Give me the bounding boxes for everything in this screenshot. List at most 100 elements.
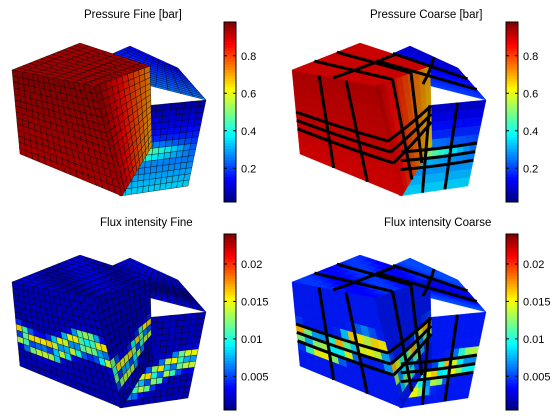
right-front-face-cell [169,320,178,328]
colorbar-swatch [506,291,518,295]
colorbar-swatch [224,196,236,200]
colorbar-swatch [506,154,518,158]
colorbar-swatch [506,86,518,90]
colorbar-swatch [506,253,518,257]
colorbar-swatch [224,267,236,271]
colorbar-swatch [224,322,236,326]
colorbar-swatch [224,86,236,90]
colorbar-tick-label: 0.015 [523,296,551,308]
colorbar-swatch [506,305,518,309]
right-front-face-cell [156,371,164,379]
colorbar-swatch [224,185,236,189]
right-front-face-cell [153,183,161,192]
right-front-face-cell [435,315,445,326]
colorbar-swatch [224,123,236,127]
colorbar-swatch [506,106,518,110]
colorbar-swatch [224,38,236,43]
colorbar-swatch [506,52,518,57]
right-front-face-cell [435,112,444,123]
colorbar-swatch [506,100,518,104]
colorbar-swatch [224,145,236,149]
colorbar-swatch [224,176,236,180]
colorbar-swatch [224,22,236,26]
colorbar-swatch [224,179,236,183]
left-front-face-cell [113,185,123,197]
right-front-face-cell [196,317,205,326]
colorbar-swatch [506,190,518,194]
colorbar-swatch [224,117,236,121]
right-front-face-cell [191,130,200,138]
right-front-face-cell [131,392,139,401]
right-front-face-cell [154,116,163,124]
colorbar-swatch [506,95,518,99]
right-front-face-cell [153,346,161,355]
colorbar-swatch [506,269,518,273]
colorbar-swatch [506,185,518,189]
right-front-face-cell [144,166,151,175]
colorbar-swatch [506,399,518,403]
colorbar-swatch [224,256,236,260]
coarse-block-boundary [314,271,393,293]
colorbar-swatch [224,289,236,293]
colorbar-swatch [224,374,236,378]
colorbar-swatch [224,126,236,130]
right-front-face-cell [164,357,172,366]
colorbar-swatch [506,355,518,359]
right-front-face-cell [189,354,198,363]
coarse-block-boundary [296,330,392,366]
right-front-face-cell [142,185,150,193]
coarse-block-boundary [317,75,336,169]
colorbar-swatch [224,297,236,301]
colorbar-swatch [506,81,518,85]
colorbar-swatch [506,69,518,74]
colorbar-swatch [224,407,236,411]
colorbar-swatch [506,278,518,282]
right-front-face-cell [193,118,203,126]
coarse-block-boundary [391,79,414,180]
colorbar-swatch [224,61,236,65]
colorbar-swatch [224,44,236,48]
colorbar-swatch [506,385,518,389]
coarse-block-boundary [332,53,396,80]
right-top-face-cell [172,277,181,283]
right-front-face-cell [143,391,150,399]
colorbar-swatch [224,109,236,113]
right-front-face-cell [166,127,175,135]
colorbar-swatch [224,190,236,194]
coarse-block-boundary [295,322,389,355]
colorbar-swatch [506,41,518,45]
right-front-face-cell [433,129,442,140]
colorbar-swatch [506,261,518,265]
coarse-block-boundary [400,150,476,163]
colorbar-swatch [224,253,236,257]
right-front-face-cell [149,172,157,180]
right-front-face-cell [153,128,162,136]
colorbar-swatch [506,24,518,29]
panel-title: Flux intensity Coarse [384,217,491,229]
colorbar-swatch [224,100,236,104]
left-top-face-cell [135,274,151,280]
colorbar-swatch [224,278,236,282]
colorbar-swatch [224,258,236,262]
colorbar-swatch [224,269,236,273]
colorbar-swatch [224,272,236,276]
right-front-face-cell [175,108,185,116]
colorbar-swatch [224,64,236,68]
colorbar-tick-label: 0.01 [523,334,544,346]
colorbar-swatch [224,371,236,375]
colorbar-swatch [506,313,518,317]
right-front-face-cell [176,101,186,110]
left-front-face-cell [390,181,403,197]
colorbar-frame [505,21,519,203]
right-front-face-cell [162,109,171,117]
colorbar-swatch [506,258,518,262]
colorbar-swatch [224,72,236,76]
colorbar-swatch [506,338,518,342]
right-front-face-cell [149,384,157,392]
right-front-face-cell [175,326,184,334]
colorbar-swatch [224,89,236,93]
colorbar-swatch [224,50,236,54]
colorbar-swatch [506,89,518,93]
colorbar-swatch [224,58,236,62]
right-front-face-cell [144,372,152,380]
